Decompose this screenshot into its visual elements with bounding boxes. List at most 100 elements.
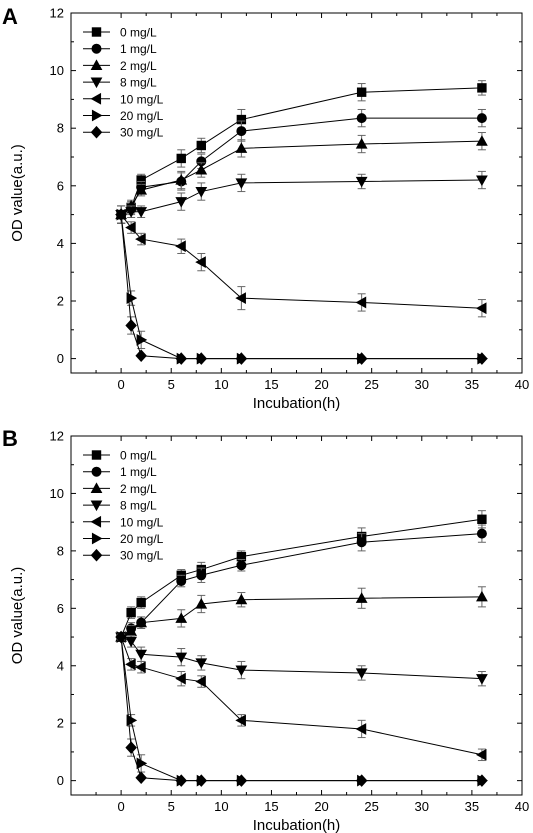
data-point: [476, 674, 488, 685]
x-tick-label: 5: [168, 377, 175, 392]
data-point: [476, 175, 488, 187]
data-point: [476, 135, 488, 146]
series-0-mg-per-L: [116, 510, 487, 642]
y-tick-label: 0: [57, 351, 64, 366]
legend-label: 1 mg/L: [120, 42, 157, 56]
x-tick-label: 0: [117, 799, 124, 814]
legend-label: 8 mg/L: [120, 499, 157, 513]
data-point: [356, 537, 367, 548]
data-point: [235, 352, 248, 365]
legend: 0 mg/L 1 mg/L 2 mg/L 8 mg/L 10 mg/L 20 mg/L 30…: [83, 26, 164, 140]
data-point: [115, 208, 127, 221]
legend-label: 2 mg/L: [120, 482, 157, 496]
y-tick-label: 4: [57, 658, 64, 673]
data-point: [175, 612, 188, 623]
data-point: [195, 774, 208, 787]
data-point: [195, 186, 208, 198]
x-axis-title: Incubation(h): [253, 817, 341, 833]
series-line: [120, 214, 482, 309]
legend-label: 30 mg/L: [120, 549, 164, 563]
y-tick-label: 12: [50, 6, 64, 21]
series-line: [120, 87, 482, 216]
data-point: [196, 570, 207, 581]
x-tick-label: 20: [314, 377, 328, 392]
data-point: [125, 221, 136, 234]
legend-marker: [90, 92, 102, 105]
data-point: [476, 113, 487, 124]
series-30-mg-per-L: [115, 630, 488, 787]
data-point: [135, 349, 147, 363]
x-tick-label: 40: [515, 799, 529, 814]
data-point: [235, 292, 246, 304]
data-point: [176, 153, 186, 164]
data-point: [135, 616, 148, 628]
x-tick-label: 25: [364, 799, 378, 814]
legend-marker: [90, 482, 103, 493]
legend-label: 20 mg/L: [120, 109, 164, 123]
series-2-mg-per-L: [115, 132, 488, 224]
data-point: [135, 184, 148, 195]
x-tick-label: 0: [117, 377, 124, 392]
x-tick-label: 35: [465, 799, 479, 814]
data-point: [136, 597, 146, 608]
x-tick-label: 40: [515, 377, 529, 392]
y-tick-label: 8: [57, 543, 64, 558]
data-point: [475, 302, 487, 315]
data-point: [135, 771, 147, 785]
x-tick-label: 30: [415, 799, 429, 814]
series-line: [120, 117, 482, 216]
series-line: [120, 596, 482, 638]
series-1-mg-per-L: [116, 524, 487, 643]
panel-letter: A: [2, 4, 18, 29]
legend-label: 0 mg/L: [120, 26, 157, 40]
data-point: [125, 741, 137, 754]
data-point: [355, 723, 367, 735]
legend-marker: [90, 500, 103, 512]
data-point: [195, 352, 208, 365]
x-tick-label: 35: [465, 377, 479, 392]
series-1-mg-per-L: [116, 108, 487, 224]
y-axis-title: OD value(a.u.): [9, 567, 26, 665]
data-point: [175, 672, 186, 685]
legend-marker: [91, 27, 102, 37]
data-point: [175, 352, 187, 365]
data-point: [125, 319, 137, 332]
data-point: [135, 233, 146, 245]
data-point: [125, 658, 136, 671]
series-line: [120, 214, 482, 360]
data-point: [135, 649, 148, 661]
data-point: [475, 748, 487, 761]
data-point: [175, 240, 186, 253]
y-tick-label: 12: [50, 429, 64, 444]
data-point: [196, 140, 206, 151]
x-tick-label: 25: [364, 377, 378, 392]
data-point: [175, 174, 188, 185]
data-point: [477, 83, 487, 93]
y-tick-label: 8: [57, 121, 64, 136]
y-tick-label: 6: [57, 178, 64, 193]
legend-label: 10 mg/L: [120, 92, 164, 106]
data-point: [356, 113, 367, 124]
data-point: [355, 352, 368, 365]
data-point: [175, 652, 188, 664]
series-0-mg-per-L: [116, 80, 487, 224]
series-20-mg-per-L: [116, 205, 488, 365]
series-30-mg-per-L: [115, 205, 488, 365]
x-tick-label: 15: [264, 377, 278, 392]
legend-label: 1 mg/L: [120, 465, 157, 479]
data-point: [136, 334, 148, 346]
legend-marker: [91, 450, 102, 460]
data-point: [235, 593, 248, 605]
series-line: [120, 636, 482, 782]
series-8-mg-per-L: [115, 170, 488, 224]
data-point: [477, 514, 487, 524]
data-point: [356, 87, 367, 97]
x-tick-label: 15: [264, 799, 278, 814]
data-point: [236, 126, 247, 137]
data-point: [355, 138, 368, 149]
x-tick-label: 20: [314, 799, 328, 814]
data-point: [195, 597, 208, 609]
data-point: [235, 774, 248, 787]
data-point: [235, 142, 248, 153]
legend-label: 8 mg/L: [120, 76, 157, 90]
